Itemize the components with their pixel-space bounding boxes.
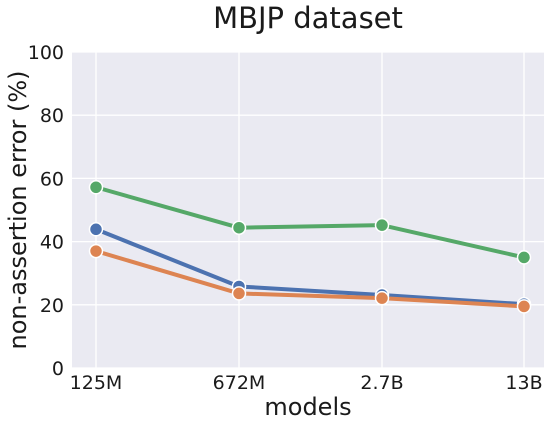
series-layer [88,179,532,314]
x-tick-label: 672M [213,372,266,394]
data-point [88,179,104,195]
data-point [88,243,104,259]
tick-labels: 0 20 40 60 80 100 125M 672M 2.7B 13B [28,42,543,394]
x-tick-label: 125M [70,372,123,394]
y-tick-label: 80 [40,105,64,127]
series-line [94,227,526,307]
data-point [516,250,532,265]
y-tick-label: 0 [52,358,64,380]
x-tick-label: 13B [505,372,542,394]
series-line [94,185,526,260]
plot-background [72,52,544,368]
data-point [374,217,390,233]
data-point [516,299,532,314]
series-3 [88,243,532,314]
x-axis-label: models [264,393,351,421]
y-tick-label: 20 [40,295,64,317]
y-axis-label: non-assertion error (%) [4,71,32,350]
y-tick-label: 100 [28,42,64,64]
y-tick-label: 60 [40,168,64,190]
series-1 [88,179,532,265]
data-point [231,220,247,235]
y-tick-label: 40 [40,232,64,254]
data-point [88,222,104,237]
data-point [374,290,390,306]
chart-title: MBJP dataset [213,1,403,35]
x-tick-label: 2.7B [360,372,403,394]
series-line [94,249,526,309]
data-point [231,286,247,301]
gridlines [72,51,544,369]
